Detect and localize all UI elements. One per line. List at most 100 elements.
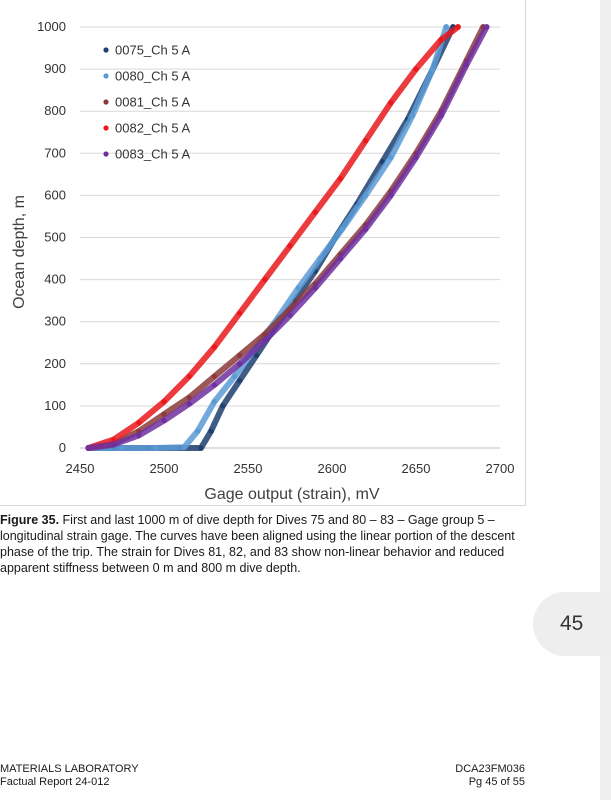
data-point [317, 255, 323, 262]
data-point [262, 338, 268, 344]
figure-caption: Figure 35. First and last 1000 m of dive… [0, 512, 520, 576]
data-point [413, 66, 419, 72]
y-axis-title: Ocean depth, m [11, 195, 28, 309]
data-point [430, 66, 436, 72]
y-tick-label: 1000 [37, 19, 66, 34]
data-point [312, 209, 318, 215]
x-tick-label: 2550 [234, 461, 263, 476]
data-point [262, 277, 268, 283]
y-tick-label: 900 [44, 61, 66, 76]
data-point [161, 418, 167, 424]
data-point [119, 445, 125, 451]
data-point [211, 373, 217, 379]
x-tick-label: 2450 [66, 461, 95, 476]
data-point [287, 312, 293, 318]
data-point [413, 154, 419, 161]
chart: 0 100 200 300 400 500 600 700 800 900 1000 2450 2500… [11, 19, 514, 503]
data-point [388, 154, 394, 161]
footer-left: MATERIALS LABORATORY Factual Report 24-0… [0, 763, 139, 789]
y-tick-label: 300 [44, 314, 66, 329]
chart-frame: 0 100 200 300 400 500 600 700 800 900 1000 2450 2500… [0, 0, 526, 506]
data-point [363, 192, 369, 198]
data-point [455, 24, 461, 30]
series-line [85, 24, 461, 451]
data-point [339, 226, 345, 232]
legend-marker [103, 99, 109, 105]
legend-marker [103, 47, 109, 53]
x-axis-title: Gage output (strain), mV [204, 486, 380, 503]
data-point [181, 444, 187, 450]
figure-caption-text: First and last 1000 m of dive depth for … [0, 513, 515, 575]
grid-lines [80, 26, 500, 449]
data-point [153, 445, 159, 451]
data-point [237, 352, 243, 358]
data-point [363, 226, 369, 232]
data-point [211, 399, 217, 405]
footer-right: DCA23FM036 Pg 45 of 55 [420, 763, 525, 789]
page-number: 45 [560, 612, 584, 635]
data-point [438, 37, 444, 43]
data-point [211, 344, 217, 350]
footer-page-count: Pg 45 of 55 [468, 776, 525, 788]
data-point [253, 352, 259, 358]
data-point [287, 243, 293, 249]
data-point [220, 403, 226, 409]
legend-marker [103, 151, 109, 157]
legend-marker [103, 125, 109, 131]
data-points [85, 24, 490, 451]
y-tick-label: 400 [44, 272, 66, 287]
data-point [388, 100, 394, 106]
y-tick-label: 200 [44, 356, 66, 371]
data-point [410, 112, 416, 118]
data-point [186, 373, 192, 379]
x-tick-label: 2600 [318, 461, 347, 476]
y-tick-label: 500 [44, 230, 66, 245]
data-point [237, 310, 243, 316]
data-point [337, 255, 343, 262]
data-point [438, 112, 444, 118]
data-point [161, 411, 167, 417]
data-point [463, 62, 469, 68]
data-point [237, 361, 243, 367]
x-tick-label: 2700 [486, 461, 515, 476]
data-point [208, 428, 214, 434]
data-point [136, 420, 142, 426]
y-tick-label: 700 [44, 145, 66, 160]
data-point [186, 401, 192, 407]
data-point [363, 138, 369, 144]
data-point [312, 285, 318, 291]
legend-label: 0082_Ch 5 A [115, 121, 191, 136]
data-point [211, 382, 217, 388]
x-tick-label: 2650 [402, 461, 431, 476]
legend-label: 0083_Ch 5 A [115, 147, 191, 162]
legend: 0075_Ch 5 A 0080_Ch 5 A 0081_Ch 5 A 0082_Ch… [103, 43, 191, 162]
legend-label: 0081_Ch 5 A [115, 95, 191, 110]
series-4 [85, 24, 490, 451]
data-point [161, 399, 167, 405]
figure-label: Figure 35. [0, 513, 60, 527]
y-tick-label: 0 [59, 440, 66, 455]
data-point [85, 445, 91, 451]
data-point [337, 176, 343, 182]
data-point [484, 24, 490, 30]
data-point [237, 378, 243, 384]
data-point [111, 437, 117, 443]
data-point [295, 285, 301, 291]
y-tick-label: 800 [44, 103, 66, 118]
viewer-edge [600, 0, 611, 800]
data-point [388, 192, 394, 198]
data-point [111, 442, 117, 448]
page-number-badge: 45 [533, 592, 611, 656]
data-point [198, 445, 204, 451]
data-point [232, 373, 238, 379]
legend-label: 0075_Ch 5 A [115, 43, 191, 58]
y-tick-label: 600 [44, 187, 66, 202]
tick-labels: 0 100 200 300 400 500 600 700 800 900 1000 2450 2500… [37, 19, 514, 476]
data-point [195, 428, 201, 434]
legend-marker [103, 73, 109, 79]
footer-report-id: Factual Report 24-012 [0, 776, 110, 788]
legend-label: 0080_Ch 5 A [115, 69, 191, 84]
footer-lab-name: MATERIALS LABORATORY [0, 763, 139, 775]
y-tick-label: 100 [44, 398, 66, 413]
